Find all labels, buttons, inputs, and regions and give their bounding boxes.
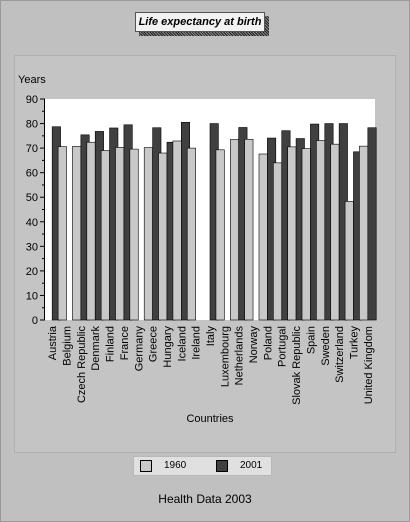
bar-1960 <box>158 152 168 321</box>
bar-1960 <box>287 146 297 321</box>
chart-panel: 0 10 20 30 40 50 60 70 80 90 Years Austria Belgium Cz… <box>14 55 396 453</box>
y-tick-label: 50 <box>26 192 38 204</box>
bar-2001 <box>367 127 377 321</box>
y-tick-label: 80 <box>26 119 38 131</box>
x-tick-label: Spain <box>305 326 317 354</box>
bar-1960 <box>273 162 283 321</box>
x-tick-label: France <box>119 326 131 360</box>
x-tick-label: Slovak Republic <box>291 326 303 405</box>
x-tick-label: Germany <box>133 326 145 372</box>
bar-1960 <box>316 140 326 321</box>
legend-swatch-2001 <box>216 460 228 472</box>
bar-1960 <box>115 147 125 321</box>
bar-1960 <box>129 148 139 321</box>
bar-1960 <box>172 140 182 321</box>
bar-1960 <box>215 149 225 321</box>
x-tick-label: Iceland <box>176 326 188 361</box>
y-tick-label: 40 <box>26 217 38 229</box>
y-tick-label: 0 <box>32 315 38 327</box>
x-tick-label: Turkey <box>348 326 360 360</box>
y-tick-label: 30 <box>26 241 38 253</box>
x-tick-label: Switzerland <box>334 326 346 383</box>
x-tick-label: Netherlands <box>234 326 246 386</box>
footer-source: Health Data 2003 <box>158 492 252 506</box>
x-tick-label: Greece <box>148 326 160 362</box>
bar-1960 <box>100 150 110 321</box>
x-tick-label: Portugal <box>277 326 289 367</box>
bar-1960 <box>72 146 82 321</box>
x-tick-label: Luxembourg <box>219 326 231 387</box>
x-tick-label: Ireland <box>191 326 203 360</box>
y-tick-label: 90 <box>26 94 38 106</box>
x-tick-label: Hungary <box>162 326 174 368</box>
legend-swatch-1960 <box>140 460 152 472</box>
legend: 1960 2001 <box>133 456 272 476</box>
x-tick-label: Czech Republic <box>76 326 88 404</box>
y-tick-label: 20 <box>26 266 38 278</box>
legend-label-1960: 1960 <box>164 460 187 471</box>
x-tick-label: Italy <box>205 326 217 347</box>
chart-title: Life expectancy at birth <box>135 12 265 32</box>
y-tick-label: 60 <box>26 168 38 180</box>
chart-title-box: Life expectancy at birth <box>135 12 269 36</box>
bar-1960 <box>229 139 239 321</box>
bar-1960 <box>143 147 153 321</box>
bar-1960 <box>301 148 311 321</box>
legend-label-2001: 2001 <box>240 460 263 471</box>
x-tick-label: Norway <box>248 326 260 364</box>
x-tick-label: United Kingdom <box>363 326 375 404</box>
y-tick-label: 10 <box>26 290 38 302</box>
x-tick-label: Poland <box>262 326 274 360</box>
bar-1960 <box>186 147 196 321</box>
x-tick-label: Finland <box>105 326 117 362</box>
bar-1960 <box>57 146 67 321</box>
bar-1960 <box>86 141 96 321</box>
x-tick-label: Belgium <box>62 326 74 366</box>
y-tick-label: 70 <box>26 143 38 155</box>
x-tick-label: Sweden <box>320 326 332 366</box>
bar-1960 <box>330 143 340 321</box>
bar-1960 <box>344 201 354 321</box>
bar-1960 <box>258 153 268 321</box>
bar-1960 <box>244 138 254 321</box>
bar-1960 <box>359 145 369 321</box>
bar-chart: 0 10 20 30 40 50 60 70 80 90 Years Austria Belgium Cz… <box>18 74 377 425</box>
x-axis-label: Countries <box>186 413 234 425</box>
x-tick-label: Austria <box>47 325 59 360</box>
y-axis-label: Years <box>18 74 46 86</box>
x-tick-label: Denmark <box>90 326 102 371</box>
